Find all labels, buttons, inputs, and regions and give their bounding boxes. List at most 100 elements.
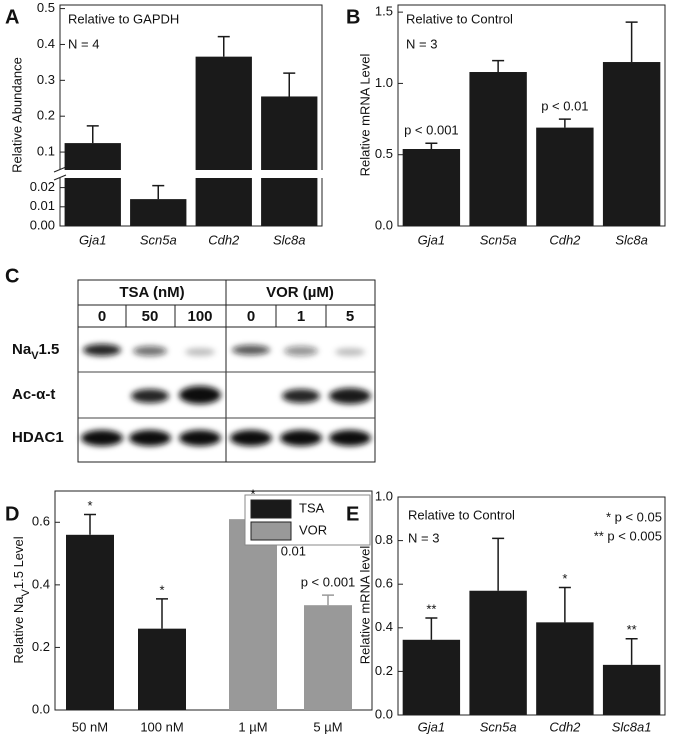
band	[329, 388, 371, 404]
x-tick-label: 100 nM	[140, 719, 183, 734]
y-tick-label: 0.4	[37, 36, 55, 51]
error-bar	[152, 184, 165, 200]
error-bar	[558, 118, 571, 128]
bar	[469, 72, 527, 226]
y-axis-label: Relative Abundance	[9, 57, 24, 173]
x-tick-label: Cdh2	[549, 232, 581, 247]
error-bar	[492, 59, 505, 73]
y-tick-label: 0.4	[32, 576, 50, 591]
bar	[469, 590, 527, 715]
y-tick-label: 0.02	[30, 179, 55, 194]
blot-panel: C TSA (nM) VOR (µM) 0 50 100 0 1 5 NaV1.…	[5, 265, 376, 463]
bar	[195, 178, 252, 226]
band	[131, 389, 169, 403]
x-tick-label: Gja1	[418, 719, 445, 734]
axis-frame	[59, 4, 323, 227]
group-label: TSA (nM)	[119, 284, 184, 301]
bar	[261, 96, 318, 170]
bar-label: p < 0.001	[404, 123, 459, 138]
row-label: NaV1.5	[12, 341, 59, 362]
x-tick-label: Scn5a	[480, 232, 517, 247]
band	[129, 430, 171, 446]
bar	[130, 199, 187, 226]
axis-frame	[397, 4, 666, 227]
y-axis-label-part: V	[20, 588, 32, 596]
y-tick-label: 0.8	[375, 532, 393, 547]
y-tick-label: 0.2	[37, 108, 55, 123]
bar	[402, 639, 461, 715]
band	[280, 430, 322, 446]
error-bar	[322, 594, 334, 606]
lane-label: 1	[297, 308, 305, 325]
y-tick-label: 0.6	[375, 576, 393, 591]
error-bar	[217, 35, 230, 57]
band	[282, 389, 320, 403]
annotation: N = 3	[406, 36, 437, 51]
y-tick-label: 0.00	[30, 217, 55, 232]
annotation: Relative to Control	[408, 507, 515, 522]
y-tick-label: 0.4	[375, 619, 393, 634]
x-tick-label: Gja1	[79, 232, 106, 247]
row-label-part: Na	[12, 341, 32, 358]
lane-label: 0	[247, 308, 255, 325]
x-tick-label: Slc8a	[273, 232, 306, 247]
y-tick-label: 1.0	[375, 488, 393, 503]
band	[81, 430, 123, 446]
legend-label: TSA	[299, 500, 325, 515]
y-tick-label: 0.0	[32, 701, 50, 716]
panel-letter: E	[346, 503, 359, 525]
bar	[602, 664, 661, 715]
error-bar	[425, 142, 438, 150]
lane-label: 50	[142, 308, 159, 325]
panel-letter: B	[346, 6, 360, 28]
error-bar	[283, 72, 296, 97]
annotation: N = 4	[68, 36, 99, 51]
band	[179, 386, 221, 404]
x-tick-label: 50 nM	[72, 719, 108, 734]
y-axis-label-part: 1.5 Level	[11, 536, 26, 589]
y-axis-label: Relative mRNA level	[357, 546, 372, 665]
bar	[64, 143, 121, 170]
panel-letter: A	[5, 6, 19, 28]
y-tick-label: 0.01	[30, 198, 55, 213]
y-tick-label: 0.1	[37, 144, 55, 159]
y-tick-label: 0.3	[37, 72, 55, 87]
bar	[138, 628, 186, 710]
x-tick-label: Scn5a	[480, 719, 517, 734]
lane-label: 0	[98, 308, 106, 325]
error-bar	[625, 637, 638, 665]
bands	[81, 344, 371, 446]
bar	[402, 149, 461, 226]
group-label: VOR (µM)	[266, 284, 334, 301]
band	[230, 430, 272, 446]
bar-label: p < 0.01	[541, 99, 588, 114]
panel-letter: D	[5, 503, 19, 525]
lane-label: 5	[346, 308, 354, 325]
band	[83, 344, 121, 356]
bar	[195, 56, 252, 170]
error-bar	[84, 513, 96, 535]
bar-label: *	[159, 582, 164, 597]
error-bar	[558, 586, 571, 623]
x-tick-label: Slc8a	[615, 232, 648, 247]
y-tick-label: 1.0	[375, 75, 393, 90]
error-bar	[425, 617, 438, 640]
band	[284, 346, 318, 356]
band	[185, 348, 215, 356]
bar-label: *	[562, 571, 567, 586]
y-tick-label: 0.2	[375, 663, 393, 678]
row-label: Ac-α-t	[12, 386, 55, 403]
legend-label: VOR	[299, 522, 327, 537]
panel-letter: C	[5, 265, 19, 287]
bar	[536, 622, 594, 715]
y-tick-label: 0.2	[32, 639, 50, 654]
x-tick-label: Cdh2	[208, 232, 240, 247]
bar	[229, 519, 277, 710]
x-tick-label: Scn5a	[140, 232, 177, 247]
x-tick-label: Slc8a1	[612, 719, 652, 734]
y-axis-label: Relative NaV1.5 Level	[11, 536, 31, 663]
error-bar	[86, 125, 99, 144]
axis-frame	[397, 496, 666, 716]
axis-frame	[54, 490, 373, 711]
bar	[66, 534, 114, 710]
